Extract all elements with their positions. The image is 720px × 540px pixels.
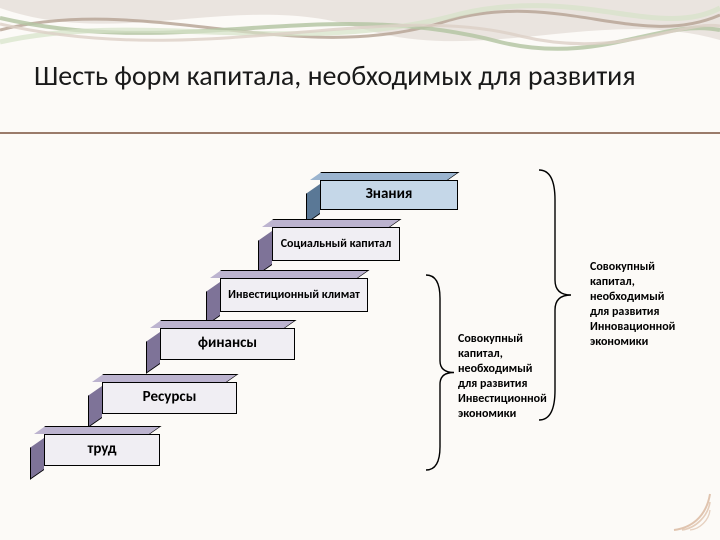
box-top — [150, 320, 296, 328]
box-side — [88, 386, 102, 428]
corner-decoration — [668, 488, 714, 534]
capital-box-investment: Инвестиционный климат — [220, 278, 368, 312]
capital-box-finance: финансы — [160, 328, 295, 360]
box-front-label: Ресурсы — [102, 382, 237, 414]
title-underline — [0, 132, 720, 134]
box-side — [30, 438, 44, 480]
box-top — [310, 172, 459, 180]
box-front-label: финансы — [160, 328, 295, 360]
box-front-label: труд — [44, 434, 160, 466]
box-top — [210, 270, 369, 278]
box-top — [262, 219, 401, 227]
capital-box-knowledge: Знания — [320, 180, 458, 210]
box-top — [34, 426, 161, 434]
capital-box-resources: Ресурсы — [102, 382, 237, 414]
box-side — [306, 184, 320, 224]
brace-inner — [425, 275, 455, 470]
box-front-label: Социальный капитал — [272, 227, 400, 261]
cap-outer: Совокупныйкапитал,необходимыйдля развити… — [590, 260, 675, 350]
capital-box-social: Социальный капитал — [272, 227, 400, 261]
capital-box-labor: труд — [44, 434, 160, 466]
box-top — [92, 374, 238, 382]
page-title: Шесть форм капитала, необходимых для раз… — [34, 60, 684, 92]
box-front-label: Знания — [320, 180, 458, 210]
box-side — [146, 332, 160, 374]
cap-inner: Совокупныйкапитал,необходимыйдля развити… — [458, 332, 547, 422]
box-front-label: Инвестиционный климат — [220, 278, 368, 312]
box-side — [258, 231, 272, 275]
